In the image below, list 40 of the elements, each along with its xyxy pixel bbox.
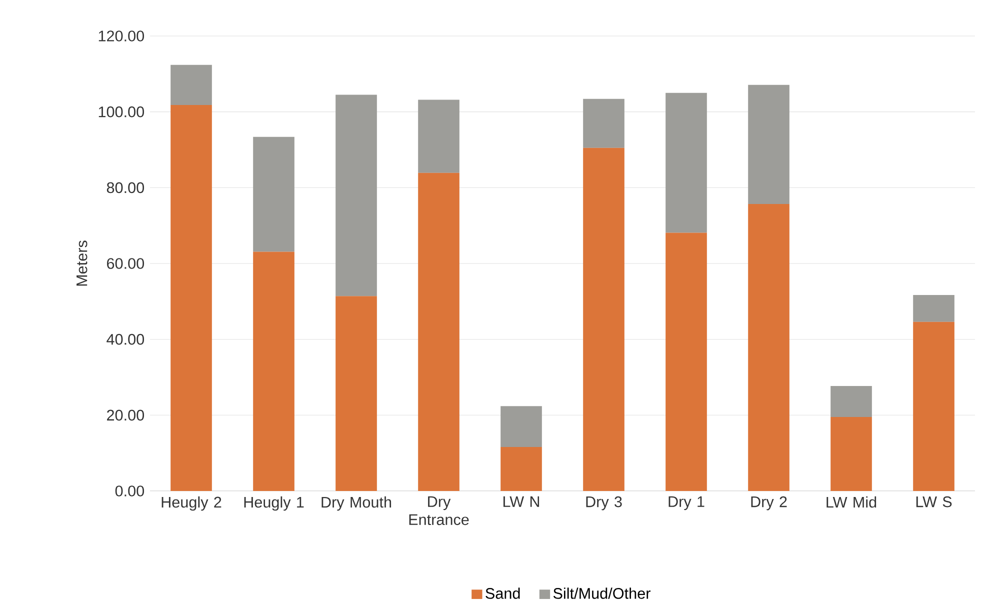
bar bbox=[830, 416, 872, 491]
bar bbox=[336, 296, 377, 491]
x-tick-label: Heugly 1 bbox=[244, 496, 304, 510]
y-tick-label: 100.00 bbox=[98, 106, 144, 118]
bar bbox=[666, 232, 707, 491]
bar bbox=[583, 148, 624, 491]
y-tick-label: 40.00 bbox=[106, 334, 144, 345]
bar bbox=[500, 446, 542, 491]
bar bbox=[253, 136, 294, 252]
x-tick-label: Dry 1 bbox=[668, 496, 704, 510]
x-tick-label: Dry 3 bbox=[586, 496, 622, 510]
bar bbox=[583, 98, 624, 148]
bar bbox=[913, 294, 954, 322]
bar bbox=[913, 322, 954, 491]
legend-label: Silt/Mud/Other bbox=[553, 587, 650, 599]
bar bbox=[666, 92, 707, 233]
x-tick-label: LW N bbox=[503, 496, 540, 507]
x-tick-label: LW S bbox=[916, 496, 952, 508]
bar bbox=[748, 204, 790, 491]
y-axis-title: Meters bbox=[76, 240, 88, 286]
y-tick-label: 60.00 bbox=[107, 258, 144, 269]
x-tick-label: Dry 2 bbox=[751, 496, 787, 510]
bar bbox=[748, 84, 790, 204]
bar bbox=[830, 386, 872, 417]
y-tick-label: 80.00 bbox=[106, 182, 144, 193]
legend-label: Sand bbox=[486, 587, 520, 599]
bar bbox=[418, 100, 460, 173]
bar bbox=[418, 172, 460, 491]
bar bbox=[170, 104, 212, 491]
x-tick-label: LW Mid bbox=[826, 496, 876, 508]
y-tick-label: 20.00 bbox=[107, 410, 144, 420]
bar bbox=[336, 94, 377, 296]
y-tick-label: 0.00 bbox=[115, 485, 144, 496]
y-tick-label: 120.00 bbox=[98, 30, 144, 42]
bar bbox=[253, 252, 294, 491]
x-tick-label: Heugly 2 bbox=[162, 496, 222, 510]
bar bbox=[170, 64, 212, 105]
x-tick-label: Dry Entrance bbox=[409, 496, 469, 525]
bar bbox=[500, 406, 542, 447]
x-tick-label: Dry Mouth bbox=[322, 496, 392, 510]
